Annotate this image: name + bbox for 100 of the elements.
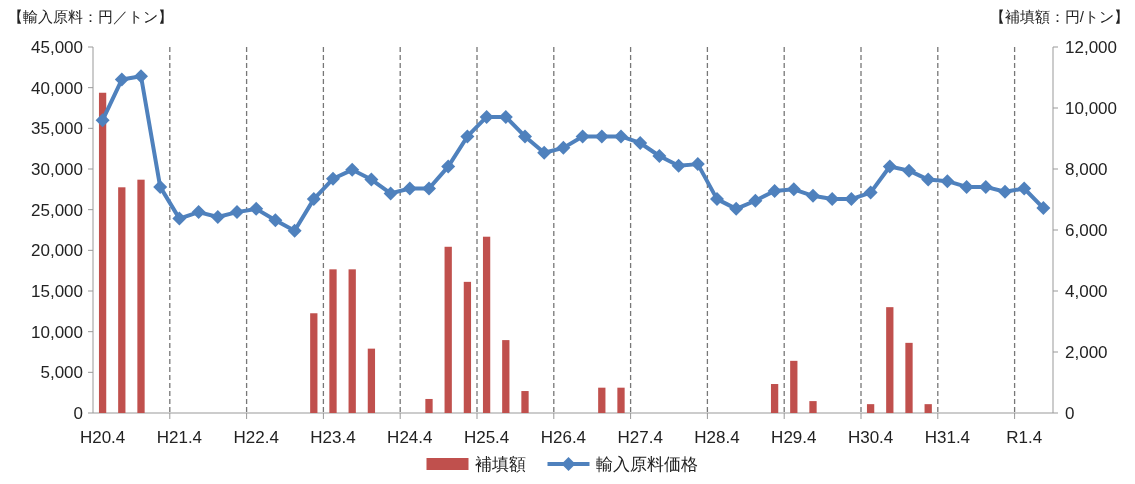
x-tick-label: H21.4 — [156, 428, 203, 447]
y-tick-label: 20,000 — [31, 241, 83, 261]
point — [210, 209, 225, 224]
y-tick-label: 0 — [73, 403, 83, 423]
bar — [502, 340, 510, 413]
point — [998, 184, 1012, 199]
point — [153, 179, 168, 194]
point — [518, 129, 532, 144]
point — [614, 129, 628, 144]
x-tick-label: H29.4 — [771, 428, 817, 447]
bar — [521, 391, 529, 413]
point — [633, 135, 648, 150]
bar — [329, 269, 337, 413]
point — [844, 192, 859, 207]
point — [537, 145, 552, 160]
y2-tick-label: 2,000 — [1065, 342, 1108, 362]
bar — [886, 307, 894, 413]
y2-tick-label: 12,000 — [1065, 37, 1117, 57]
point — [748, 193, 763, 208]
point — [575, 129, 590, 144]
bar — [598, 387, 606, 413]
y-tick-label: 30,000 — [31, 159, 83, 179]
y-tick-label: 25,000 — [31, 200, 83, 220]
y-tick-label: 40,000 — [31, 78, 83, 98]
bar — [617, 387, 625, 413]
point — [326, 171, 340, 186]
point — [940, 174, 955, 189]
point — [556, 140, 571, 155]
point — [479, 109, 494, 124]
y2-tick-label: 6,000 — [1065, 220, 1108, 240]
point — [383, 186, 398, 201]
point — [921, 172, 936, 187]
point — [249, 201, 264, 216]
y2-tick-label: 10,000 — [1065, 98, 1117, 118]
y2-tick-label: 4,000 — [1065, 281, 1108, 301]
y2-axis-title: 【補填額：円/トン】 — [989, 8, 1129, 25]
point — [191, 205, 206, 220]
bar — [924, 404, 932, 413]
y-tick-label: 10,000 — [31, 322, 83, 342]
x-tick-label: H23.4 — [310, 428, 356, 447]
point — [345, 162, 360, 177]
bar — [137, 179, 145, 413]
x-tick-label: H30.4 — [847, 428, 894, 447]
legend-label: 補填額 — [474, 455, 526, 474]
x-tick-label: H31.4 — [924, 428, 971, 447]
bar — [444, 246, 452, 413]
bar — [425, 398, 433, 413]
point — [422, 181, 436, 196]
bar — [905, 342, 913, 413]
bar — [118, 187, 126, 413]
point — [1036, 201, 1051, 216]
y-tick-label: 45,000 — [31, 37, 83, 57]
point — [594, 129, 609, 144]
point — [230, 205, 244, 220]
point — [287, 223, 302, 238]
bar — [770, 384, 779, 413]
point — [959, 179, 974, 194]
point — [134, 69, 148, 84]
point — [460, 129, 475, 144]
y-tick-label: 5,000 — [40, 363, 83, 383]
y-tick-label: 15,000 — [31, 281, 83, 301]
x-tick-label: H26.4 — [540, 428, 587, 447]
bar — [463, 281, 472, 413]
point — [786, 182, 801, 197]
point — [690, 157, 705, 172]
y-axis-title: 【輸入原料：円／トン】 — [8, 8, 173, 25]
x-tick-label: H28.4 — [694, 428, 740, 447]
point — [364, 172, 379, 187]
point — [402, 181, 417, 196]
bar — [348, 269, 356, 413]
x-tick-label: H22.4 — [233, 428, 279, 447]
x-tick-label: R1.4 — [1006, 428, 1043, 447]
x-tick-label: H27.4 — [617, 428, 663, 447]
point — [902, 163, 916, 178]
point — [268, 213, 283, 228]
y2-tick-label: 0 — [1065, 403, 1075, 423]
point — [671, 158, 686, 173]
point — [114, 72, 129, 87]
bar — [866, 404, 875, 413]
x-tick-label: H25.4 — [463, 428, 510, 447]
bar — [98, 92, 107, 413]
bar — [310, 313, 318, 413]
point — [172, 211, 187, 226]
legend-label: 輸入原料価格 — [595, 455, 698, 474]
bar — [790, 360, 798, 413]
point — [95, 113, 110, 128]
x-tick-label: H20.4 — [79, 428, 126, 447]
x-tick-label: H24.4 — [387, 428, 433, 447]
y-tick-label: 35,000 — [31, 119, 83, 139]
point — [729, 201, 744, 216]
point — [710, 192, 724, 207]
point — [652, 148, 667, 163]
y2-tick-label: 8,000 — [1065, 159, 1108, 179]
point — [306, 192, 321, 207]
point — [863, 185, 878, 200]
point — [882, 159, 897, 174]
bar — [809, 401, 817, 413]
point — [1017, 181, 1032, 196]
point — [441, 159, 456, 174]
point — [767, 183, 782, 198]
